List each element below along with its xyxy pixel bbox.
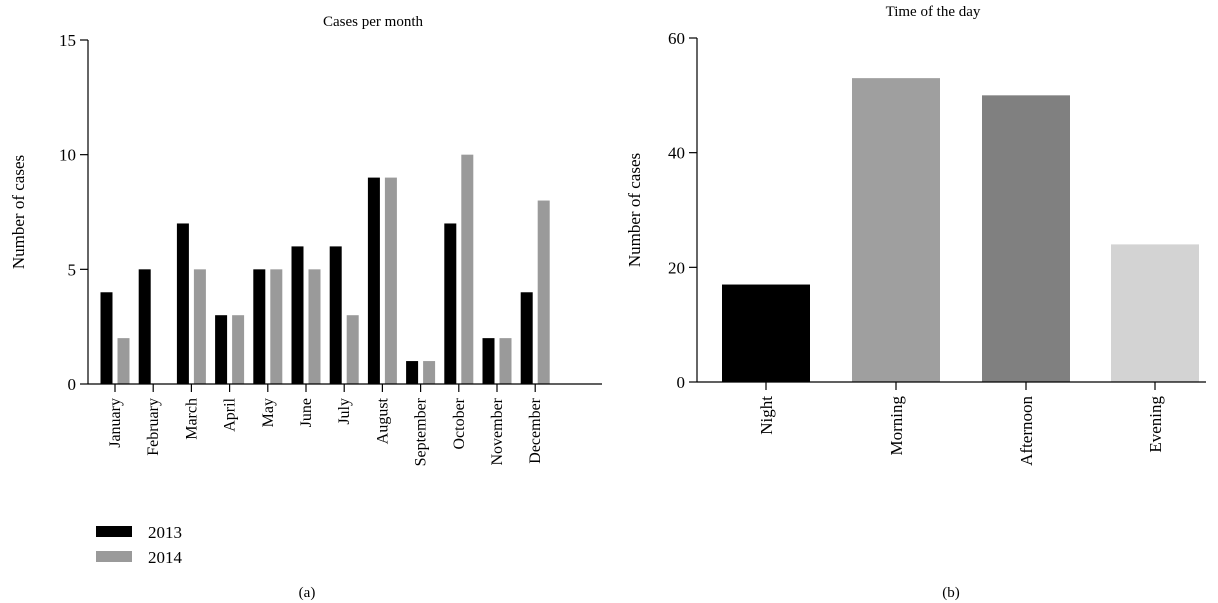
bar-2014-november (499, 338, 512, 384)
bar-2013-february (138, 269, 151, 384)
bar-2013-january (100, 292, 113, 384)
chart-b-title: Time of the day (886, 4, 981, 20)
chart-a-y-tick-label: 10 (59, 146, 76, 165)
chart-a: Cases per month Number of cases 0 5 10 15 J… (9, 14, 602, 601)
bar-evening (1111, 244, 1199, 382)
chart-b-x-tick-label: Night (757, 396, 776, 435)
chart-a-x-tick-label: March (183, 398, 200, 440)
legend-label-2014: 2014 (148, 548, 183, 567)
chart-b-x-tick-label: Afternoon (1017, 396, 1036, 466)
chart-a-y-axis: 0 5 10 15 (59, 31, 89, 394)
bar-2013-june (291, 246, 304, 384)
chart-a-y-tick-label: 5 (68, 260, 77, 279)
chart-b-y-axis: 0 20 40 60 (668, 29, 698, 392)
bar-2013-september (406, 361, 419, 384)
chart-b-ylabel: Number of cases (625, 153, 644, 267)
bar-2014-july (346, 315, 359, 384)
legend-swatch-2014 (96, 551, 132, 562)
bar-2013-october (444, 223, 457, 384)
bar-2014-january (117, 338, 130, 384)
chart-a-y-tick-label: 0 (68, 375, 77, 394)
chart-b-x-tick-label: Evening (1146, 396, 1165, 453)
chart-a-x-tick-label: October (451, 397, 468, 449)
chart-a-y-tick-label: 15 (59, 31, 76, 50)
bar-2014-june (308, 269, 321, 384)
chart-a-x-tick-label: May (260, 398, 277, 427)
chart-a-ylabel: Number of cases (9, 155, 28, 269)
bar-morning (852, 78, 940, 382)
chart-a-x-tick-label: July (336, 398, 353, 425)
chart-b-x-tick-label: Morning (887, 396, 906, 456)
chart-b-y-tick-label: 20 (668, 258, 685, 277)
chart-a-x-tick-label: April (222, 397, 239, 431)
chart-a-x-tick-label: January (107, 398, 124, 448)
bar-2014-may (270, 269, 283, 384)
bar-2014-october (461, 154, 474, 384)
bar-2013-may (253, 269, 266, 384)
bar-2013-november (482, 338, 495, 384)
bar-2014-march (193, 269, 206, 384)
bar-2014-april (232, 315, 245, 384)
bar-2013-april (215, 315, 228, 384)
chart-b-x-axis: Night Morning Afternoon Evening (697, 381, 1206, 466)
chart-b-y-tick-label: 0 (677, 373, 686, 392)
chart-b: Time of the day Number of cases 0204060 … (625, 4, 1206, 601)
chart-a-x-tick-label: November (489, 397, 506, 465)
chart-b-bars (722, 78, 1199, 382)
bar-2013-march (176, 223, 189, 384)
chart-a-x-tick-label: December (527, 397, 544, 463)
bar-2013-december (520, 292, 533, 384)
chart-a-x-tick-label: February (145, 398, 162, 456)
legend-swatch-2013 (96, 526, 132, 537)
chart-a-x-axis: January February March April May June July Augu… (88, 383, 602, 466)
chart-a-legend: 2013 2014 (96, 523, 183, 567)
chart-a-x-tick-label: August (374, 397, 391, 444)
chart-b-panel-label: (b) (942, 585, 960, 601)
bar-2014-september (423, 361, 436, 384)
chart-a-title: Cases per month (323, 14, 423, 30)
chart-b-y-tick-label: 40 (668, 144, 685, 163)
bar-night (722, 284, 810, 382)
bar-2013-august (367, 177, 380, 384)
bar-2014-august (384, 177, 397, 384)
chart-a-panel-label: (a) (299, 585, 316, 601)
bar-2014-december (537, 200, 550, 384)
legend-label-2013: 2013 (148, 523, 182, 542)
chart-a-bars (100, 154, 550, 384)
chart-a-x-tick-label: June (298, 398, 315, 427)
chart-b-y-tick-label: 60 (668, 29, 685, 48)
bar-2013-july (329, 246, 342, 384)
chart-a-x-tick-label: September (413, 397, 430, 466)
bar-afternoon (982, 95, 1070, 382)
